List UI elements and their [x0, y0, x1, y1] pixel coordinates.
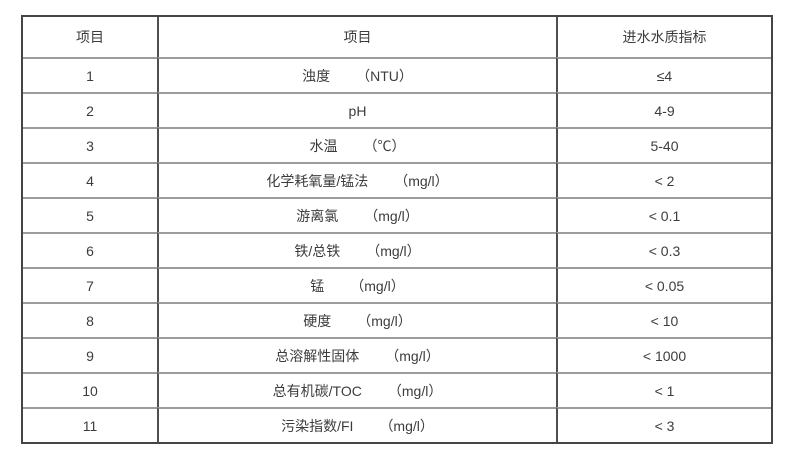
item-name-cell: 铁/总铁 （mg/l） [157, 232, 556, 267]
item-value: < 1000 [556, 337, 771, 372]
item-number: 6 [23, 232, 157, 267]
item-name-cell: 总有机碳/TOC （mg/l） [157, 372, 556, 407]
item-number: 8 [23, 302, 157, 337]
item-unit: （℃） [363, 137, 406, 154]
item-name: 化学耗氧量/锰法 [266, 172, 369, 189]
item-name: 游离氯 [296, 207, 339, 224]
item-name: 水温 [309, 137, 338, 154]
table-row: 11 污染指数/FI （mg/l） < 3 [23, 407, 771, 442]
item-value: < 1 [556, 372, 771, 407]
item-name: 总有机碳/TOC [272, 382, 362, 399]
item-name: 铁/总铁 [294, 242, 341, 259]
item-value: < 0.05 [556, 267, 771, 302]
header-row: 项目 项目 进水水质指标 [23, 17, 771, 57]
item-number: 5 [23, 197, 157, 232]
table-row: 3 水温 （℃） 5-40 [23, 127, 771, 162]
item-name-cell: 浊度 （NTU） [157, 57, 556, 92]
item-number: 10 [23, 372, 157, 407]
item-name: 锰 [310, 277, 325, 294]
item-name: 浊度 [302, 67, 331, 84]
item-name: 硬度 [303, 312, 332, 329]
item-number: 7 [23, 267, 157, 302]
table-body: 1 浊度 （NTU） ≤4 2 pH 4-9 3 水温 （℃） 5-40 4 化学耗… [23, 57, 771, 442]
header-item-no: 项目 [23, 17, 157, 57]
item-unit: （mg/l） [364, 207, 419, 224]
item-value: < 3 [556, 407, 771, 442]
item-unit: （mg/l） [357, 312, 412, 329]
item-number: 2 [23, 92, 157, 127]
table-row: 2 pH 4-9 [23, 92, 771, 127]
item-value: < 2 [556, 162, 771, 197]
item-name-cell: 化学耗氧量/锰法 （mg/l） [157, 162, 556, 197]
table-row: 9 总溶解性固体 （mg/l） < 1000 [23, 337, 771, 372]
item-number: 9 [23, 337, 157, 372]
item-name: 总溶解性固体 [275, 347, 360, 364]
item-unit: （mg/l） [366, 242, 421, 259]
item-value: 5-40 [556, 127, 771, 162]
item-name-cell: 锰 （mg/l） [157, 267, 556, 302]
table-row: 5 游离氯 （mg/l） < 0.1 [23, 197, 771, 232]
item-name: pH [348, 102, 367, 119]
table-row: 6 铁/总铁 （mg/l） < 0.3 [23, 232, 771, 267]
item-name-cell: 污染指数/FI （mg/l） [157, 407, 556, 442]
influent-water-quality-table: 项目 项目 进水水质指标 1 浊度 （NTU） ≤4 2 pH 4-9 3 水温 （… [21, 15, 773, 444]
item-unit: （mg/l） [350, 277, 405, 294]
header-influent-quality-index: 进水水质指标 [556, 17, 771, 57]
item-name-cell: 水温 （℃） [157, 127, 556, 162]
item-number: 3 [23, 127, 157, 162]
table-row: 10 总有机碳/TOC （mg/l） < 1 [23, 372, 771, 407]
item-value: 4-9 [556, 92, 771, 127]
table-row: 4 化学耗氧量/锰法 （mg/l） < 2 [23, 162, 771, 197]
item-name-cell: 总溶解性固体 （mg/l） [157, 337, 556, 372]
item-unit: （mg/l） [385, 347, 440, 364]
table-row: 1 浊度 （NTU） ≤4 [23, 57, 771, 92]
item-unit: （mg/l） [394, 172, 449, 189]
item-value: ≤4 [556, 57, 771, 92]
item-name-cell: 硬度 （mg/l） [157, 302, 556, 337]
item-number: 1 [23, 57, 157, 92]
header-item-name: 项目 [157, 17, 556, 57]
item-value: < 0.1 [556, 197, 771, 232]
item-name: 污染指数/FI [281, 417, 354, 434]
item-number: 4 [23, 162, 157, 197]
table-header: 项目 项目 进水水质指标 [23, 17, 771, 57]
item-unit: （mg/l） [387, 382, 443, 399]
item-number: 11 [23, 407, 157, 442]
item-name-cell: pH [157, 92, 556, 127]
item-name-cell: 游离氯 （mg/l） [157, 197, 556, 232]
item-unit: （mg/l） [379, 417, 434, 434]
item-unit: （NTU） [356, 67, 413, 84]
table-row: 7 锰 （mg/l） < 0.05 [23, 267, 771, 302]
item-value: < 10 [556, 302, 771, 337]
table-row: 8 硬度 （mg/l） < 10 [23, 302, 771, 337]
item-value: < 0.3 [556, 232, 771, 267]
